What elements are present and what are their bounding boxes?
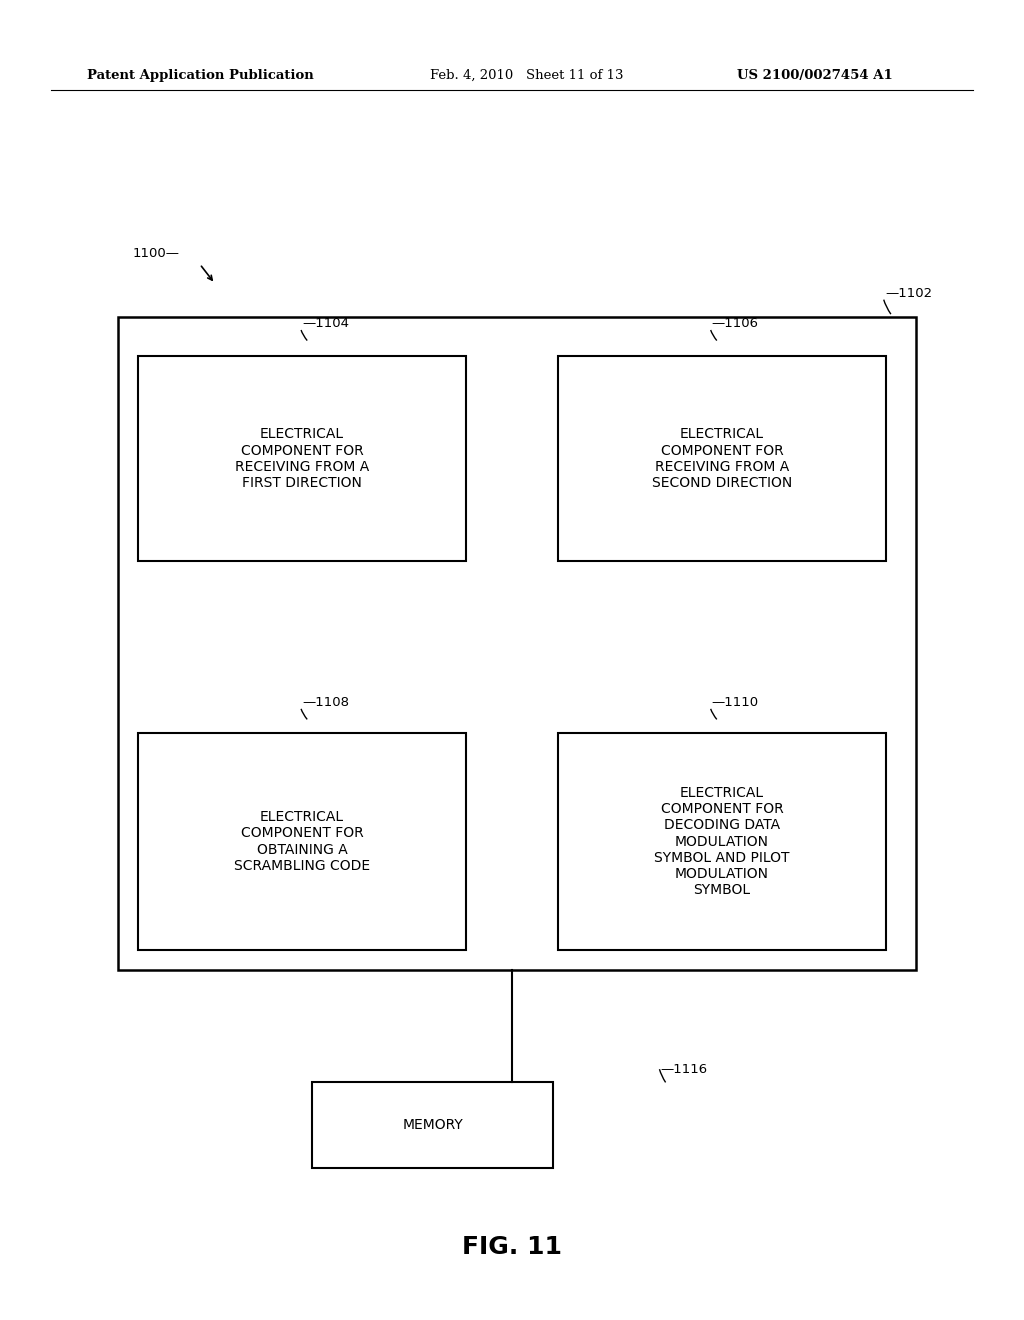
Text: ELECTRICAL
COMPONENT FOR
RECEIVING FROM A
FIRST DIRECTION: ELECTRICAL COMPONENT FOR RECEIVING FROM … xyxy=(234,428,370,490)
Text: MEMORY: MEMORY xyxy=(402,1118,463,1133)
Text: FIG. 11: FIG. 11 xyxy=(462,1236,562,1259)
Text: —1116: —1116 xyxy=(660,1063,708,1076)
Text: ELECTRICAL
COMPONENT FOR
OBTAINING A
SCRAMBLING CODE: ELECTRICAL COMPONENT FOR OBTAINING A SCR… xyxy=(234,810,370,873)
Text: —1108: —1108 xyxy=(302,696,349,709)
Bar xyxy=(312,1082,553,1168)
Text: —1104: —1104 xyxy=(302,317,349,330)
Bar xyxy=(118,317,916,970)
Text: US 2100/0027454 A1: US 2100/0027454 A1 xyxy=(737,69,893,82)
Text: ELECTRICAL
COMPONENT FOR
RECEIVING FROM A
SECOND DIRECTION: ELECTRICAL COMPONENT FOR RECEIVING FROM … xyxy=(652,428,792,490)
Bar xyxy=(138,733,466,950)
Bar xyxy=(138,356,466,561)
Text: —1110: —1110 xyxy=(712,696,759,709)
Bar xyxy=(558,356,886,561)
Text: Feb. 4, 2010   Sheet 11 of 13: Feb. 4, 2010 Sheet 11 of 13 xyxy=(430,69,624,82)
Bar xyxy=(558,733,886,950)
Text: —1106: —1106 xyxy=(712,317,759,330)
Text: —1102: —1102 xyxy=(886,286,933,300)
Text: Patent Application Publication: Patent Application Publication xyxy=(87,69,313,82)
Text: ELECTRICAL
COMPONENT FOR
DECODING DATA
MODULATION
SYMBOL AND PILOT
MODULATION
SY: ELECTRICAL COMPONENT FOR DECODING DATA M… xyxy=(654,785,790,898)
Text: 1100—: 1100— xyxy=(132,247,179,260)
